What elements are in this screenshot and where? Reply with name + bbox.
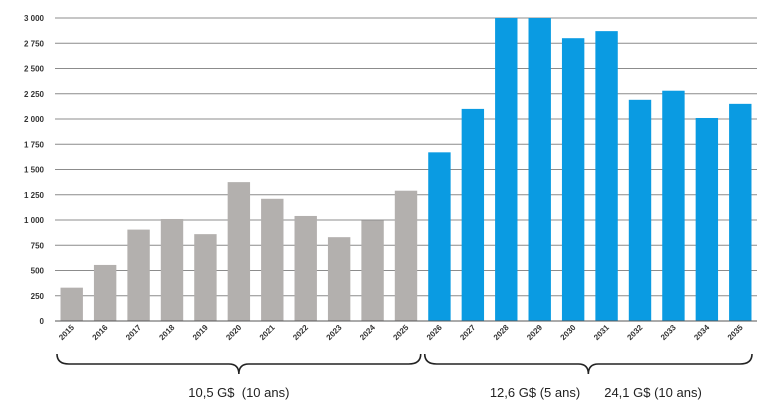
- x-tick-label: 2026: [425, 323, 444, 342]
- bar-2024: [361, 220, 384, 321]
- y-tick-label: 1 750: [24, 140, 45, 149]
- y-tick-label: 1 250: [24, 191, 45, 200]
- bar-2018: [160, 218, 184, 321]
- y-tick-label: 750: [31, 241, 45, 250]
- bar-2032: [628, 99, 652, 321]
- bar-2029: [528, 18, 551, 321]
- y-tick-label: 2 250: [24, 90, 45, 99]
- x-tick-label: 2032: [625, 323, 644, 342]
- bar-2022: [294, 215, 317, 321]
- x-tick-label: 2031: [592, 323, 611, 342]
- y-tick-label: 250: [31, 292, 45, 301]
- bar-2027: [461, 108, 485, 322]
- annotation-5-year-total: 12,6 G$ (5 ans): [490, 385, 580, 400]
- bar-2026: [428, 152, 451, 321]
- y-tick-label: 0: [40, 317, 45, 326]
- x-tick-label: 2015: [57, 323, 76, 342]
- annotation-10-year-total: 24,1 G$ (10 ans): [604, 385, 702, 400]
- x-tick-label: 2024: [358, 323, 377, 342]
- x-tick-label: 2029: [525, 323, 544, 342]
- bar-2033: [662, 90, 685, 321]
- x-tick-label: 2018: [157, 323, 176, 342]
- bar-2023: [327, 237, 351, 321]
- y-tick-label: 1 500: [24, 166, 45, 175]
- x-tick-label: 2016: [91, 323, 110, 342]
- bar-2034: [695, 117, 719, 322]
- bracket-historical: [56, 353, 422, 375]
- bar-2021: [261, 198, 284, 321]
- bar-2031: [595, 31, 618, 321]
- bar-2015: [60, 287, 83, 321]
- bar-2017: [127, 229, 150, 321]
- bar-2025: [394, 190, 418, 321]
- x-tick-label: 2025: [391, 323, 410, 342]
- y-axis-tick-labels: 0 250 500 750 1 000 1 250 1 500 1 750 2 000 2 250…: [24, 14, 45, 326]
- x-tick-label: 2028: [492, 323, 511, 342]
- x-tick-label: 2022: [291, 323, 310, 342]
- x-tick-label: 2034: [692, 323, 711, 342]
- annotation-historical-total: 10,5 G$ (10 ans): [188, 385, 289, 400]
- x-tick-label: 2023: [325, 323, 344, 342]
- x-tick-label: 2020: [224, 323, 243, 342]
- bar-2016: [93, 264, 117, 321]
- bar-2030: [561, 38, 585, 321]
- bar-2028: [495, 18, 518, 321]
- y-tick-label: 3 000: [24, 14, 45, 23]
- bar-2020: [227, 182, 251, 321]
- y-tick-label: 2 000: [24, 115, 45, 124]
- x-tick-label: 2033: [659, 323, 678, 342]
- brackets: 10,5 G$ (10 ans) 12,6 G$ (5 ans) 24,1 G$…: [56, 353, 753, 400]
- bracket-projected: [423, 353, 753, 375]
- x-tick-label: 2021: [258, 323, 277, 342]
- x-tick-label: 2030: [559, 323, 578, 342]
- x-axis-tick-labels: 2015 2016 2017 2018 2019 2020 2021 2022 2023 2024…: [57, 323, 745, 342]
- bar-2019: [194, 234, 217, 321]
- bar-2035: [729, 103, 752, 321]
- y-tick-label: 1 000: [24, 216, 45, 225]
- y-tick-label: 500: [31, 267, 45, 276]
- y-tick-label: 2 750: [24, 39, 45, 48]
- y-tick-label: 2 500: [24, 65, 45, 74]
- x-tick-label: 2017: [124, 323, 143, 342]
- x-tick-label: 2035: [726, 323, 745, 342]
- x-tick-label: 2027: [458, 323, 477, 342]
- bars: [60, 18, 752, 322]
- x-tick-label: 2019: [191, 323, 210, 342]
